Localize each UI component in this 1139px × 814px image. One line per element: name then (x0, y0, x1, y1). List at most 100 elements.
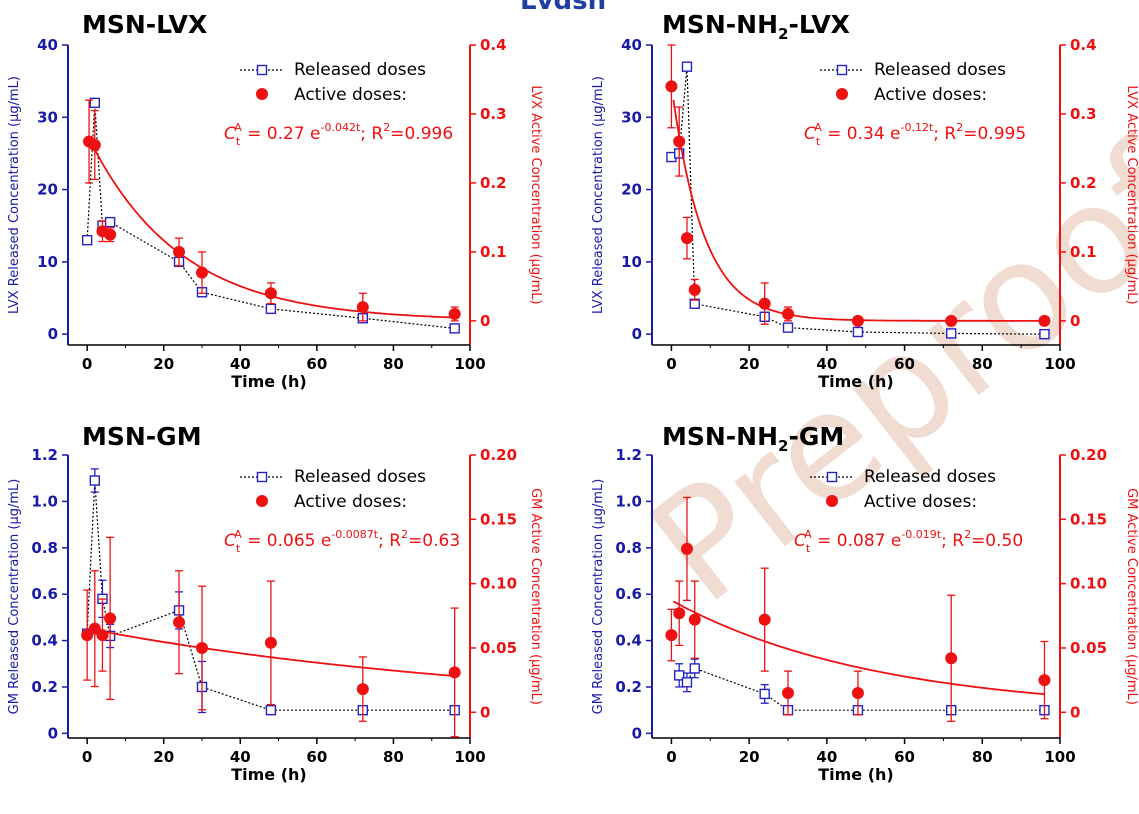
right-y-tick-label: 0 (480, 312, 490, 330)
fit-equation-superscript: A (234, 528, 242, 541)
left-y-tick-label: 1.2 (31, 446, 58, 464)
legend-active-label: Active doses: (864, 492, 977, 512)
left-y-tick-label: 40 (621, 36, 642, 54)
active-point (945, 314, 958, 327)
fit-equation-exponent: -0.0087t (331, 528, 378, 541)
right-y-tick-label: 0.20 (480, 446, 517, 464)
legend-active-marker (256, 88, 268, 100)
legend-released-label: Released doses (864, 467, 996, 487)
legend-released-label: Released doses (294, 467, 426, 487)
right-y-tick-label: 0 (480, 703, 490, 721)
fit-equation-r-power: 2 (964, 528, 971, 541)
released-point (852, 326, 864, 338)
fit-equation-superscript: A (804, 528, 812, 541)
released-point (782, 322, 794, 333)
right-y-tick-label: 0.3 (480, 105, 507, 123)
left-y-axis-label: GM Released Concentration (µg/mL) (591, 479, 606, 715)
fit-equation-subscript: t (236, 542, 241, 555)
x-tick-label: 80 (972, 748, 993, 766)
left-y-tick-label: 20 (621, 181, 642, 199)
active-point (665, 629, 678, 642)
right-y-tick-label: 0.10 (1070, 575, 1107, 593)
x-tick-label: 40 (816, 355, 837, 373)
active-fit-curve (672, 600, 1045, 696)
right-y-tick-label: 0.15 (480, 510, 517, 528)
right-y-tick-label: 0.2 (1070, 174, 1097, 192)
left-y-tick-label: 20 (37, 181, 58, 199)
active-point (448, 307, 461, 320)
x-tick-label: 40 (816, 748, 837, 766)
legend-active-label: Active doses: (294, 492, 407, 512)
active-point (688, 283, 701, 296)
left-y-tick-label: 0.4 (31, 632, 58, 650)
fit-equation-r: ; R (378, 531, 401, 551)
left-y-tick-label: 30 (621, 108, 642, 126)
released-point (81, 234, 93, 246)
fit-equation-subscript: t (806, 542, 811, 555)
right-y-tick-label: 0.1 (480, 243, 507, 261)
active-point (851, 686, 864, 699)
chart-title: MSN-LVX (82, 10, 207, 39)
x-tick-label: 0 (666, 748, 676, 766)
right-y-tick-label: 0.1 (1070, 243, 1097, 261)
released-point (689, 663, 700, 674)
chart-title-tail: -LVX (788, 10, 850, 39)
chart-title-main: MSN-NH (662, 422, 778, 451)
fit-equation-exponent: -0.019t (901, 528, 941, 541)
active-point (448, 666, 461, 679)
left-y-tick-label: 10 (37, 253, 58, 271)
active-point (673, 607, 686, 620)
x-tick-label: 20 (153, 748, 174, 766)
legend-released-label: Released doses (294, 60, 426, 80)
fit-equation: CtA = 0.34 e-0.12t; R2=0.995 (804, 121, 1026, 148)
x-tick-label: 100 (454, 748, 485, 766)
fit-equation-superscript: A (234, 121, 242, 134)
x-tick-label: 60 (306, 355, 327, 373)
left-y-tick-label: 1.2 (615, 446, 642, 464)
active-point (356, 301, 369, 314)
fit-equation-exponent: -0.042t (321, 121, 361, 134)
right-y-tick-label: 0.05 (1070, 639, 1107, 657)
left-y-tick-label: 10 (621, 253, 642, 271)
active-point (680, 542, 693, 555)
left-y-tick-label: 0.4 (615, 632, 642, 650)
left-y-tick-label: 30 (37, 108, 58, 126)
right-y-tick-label: 0.15 (1070, 510, 1107, 528)
fit-equation-prefix: = 0.065 e (242, 531, 332, 551)
legend-active-marker (826, 495, 838, 507)
active-point (758, 297, 771, 310)
active-point (356, 683, 369, 696)
released-point (674, 670, 685, 681)
x-tick-label: 100 (1044, 748, 1075, 766)
x-axis-label: Time (h) (818, 765, 894, 784)
active-point (96, 629, 109, 642)
chart-title: MSN-NH2-LVX (662, 10, 850, 43)
fit-equation-value: =0.50 (971, 531, 1023, 551)
active-point (1038, 674, 1051, 687)
active-point (264, 636, 277, 649)
active-point (264, 287, 277, 300)
right-y-axis-label: LVX Active Concentration (µg/mL) (1124, 85, 1139, 304)
legend-active-label: Active doses: (294, 85, 407, 105)
fit-equation: CtA = 0.087 e-0.019t; R2=0.50 (794, 528, 1023, 555)
active-point (680, 232, 693, 245)
fit-equation: CtA = 0.065 e-0.0087t; R2=0.63 (224, 528, 460, 555)
legend-released-label: Released doses (874, 60, 1006, 80)
active-point (173, 245, 186, 258)
fit-equation-superscript: A (814, 121, 822, 134)
x-tick-label: 0 (82, 355, 92, 373)
left-y-tick-label: 0.8 (31, 539, 58, 557)
fit-equation: CtA = 0.27 e-0.042t; R2=0.996 (224, 121, 453, 148)
active-point (665, 80, 678, 93)
fit-equation-r: ; R (933, 124, 956, 144)
left-y-tick-label: 1.0 (615, 492, 642, 510)
left-y-tick-label: 0 (632, 724, 642, 742)
x-tick-label: 80 (972, 355, 993, 373)
x-tick-label: 100 (1044, 355, 1075, 373)
left-y-tick-label: 0 (48, 325, 58, 343)
fit-equation-r-power: 2 (383, 121, 390, 134)
right-y-tick-label: 0 (1070, 312, 1080, 330)
fit-equation-symbol: C (224, 531, 236, 551)
